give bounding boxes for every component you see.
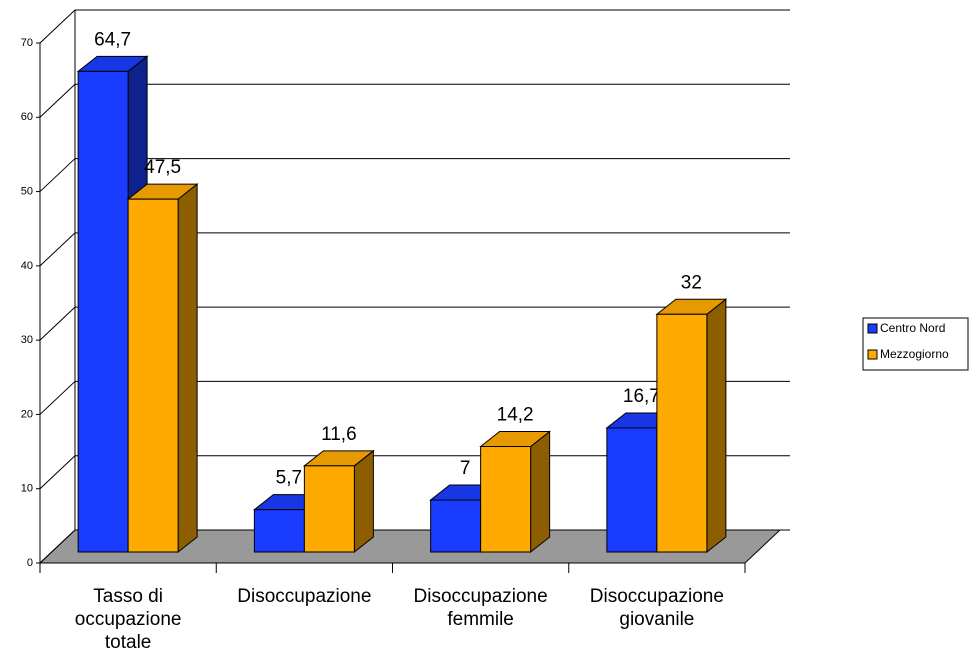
bar (656, 313, 708, 553)
data-label: 47,5 (144, 157, 181, 178)
y-tick-label: 30 (21, 334, 33, 346)
bar (430, 499, 482, 553)
y-tick-label: 50 (21, 185, 33, 197)
data-label: 14,2 (497, 405, 534, 426)
grid-line (39, 9, 790, 44)
legend-label: Centro Nord (880, 321, 945, 335)
data-label: 32 (681, 272, 702, 293)
x-tick-label: Tasso di occupazione totale (75, 586, 182, 653)
legend-box (862, 317, 969, 371)
grid-line (39, 158, 790, 192)
grid-line (39, 455, 790, 490)
y-tick-label: 60 (21, 111, 33, 123)
x-tick-label: Disoccupazione giovanile (590, 586, 724, 630)
bar-side (530, 430, 551, 554)
data-label: 64,7 (94, 29, 131, 50)
y-tick-label: 20 (21, 408, 33, 420)
x-tick-label: Disoccupazione (237, 586, 371, 607)
bar-side (706, 298, 727, 554)
bar (77, 70, 129, 553)
bar (480, 446, 532, 553)
grid-line (39, 232, 790, 267)
bar (127, 198, 179, 553)
data-label: 11,6 (321, 424, 357, 445)
y-tick-label: 10 (21, 483, 33, 495)
bar (303, 465, 355, 553)
grid-line (39, 380, 790, 415)
data-label: 16,7 (623, 386, 660, 407)
legend-label: Mezzogiorno (880, 347, 949, 361)
y-tick-label: 40 (21, 260, 33, 272)
legend-swatch (867, 349, 878, 360)
grid-line (39, 306, 790, 341)
y-tick-label: 70 (21, 37, 33, 49)
grid-line (39, 529, 790, 564)
x-tick-label: Disoccupazione femmile (414, 586, 548, 630)
y-tick-label: 0 (27, 557, 33, 569)
grid-line (39, 83, 790, 118)
bar-side (353, 449, 374, 554)
data-label: 7 (460, 458, 471, 479)
data-label: 5,7 (276, 468, 302, 489)
bar (606, 427, 658, 553)
bar (253, 509, 305, 553)
bar-side (177, 183, 198, 554)
legend-swatch (867, 323, 878, 334)
